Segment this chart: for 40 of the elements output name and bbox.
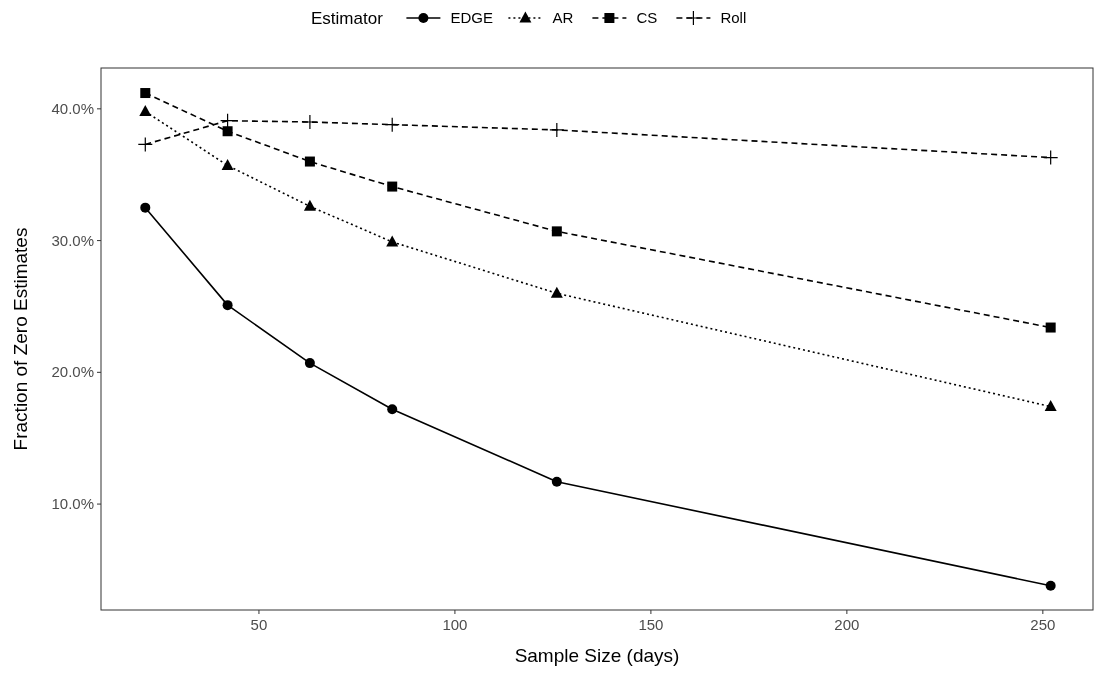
- point: [1044, 400, 1057, 412]
- point: [140, 88, 151, 99]
- point: [304, 156, 315, 167]
- point: [139, 104, 152, 116]
- point: [1043, 149, 1059, 166]
- point: [387, 404, 398, 415]
- point: [550, 286, 563, 298]
- legend-label: EDGE: [450, 9, 493, 26]
- point: [384, 117, 400, 133]
- legend-title: Estimator: [311, 9, 384, 28]
- y-axis-title: Fraction of Zero Estimates: [10, 227, 31, 451]
- point: [551, 226, 562, 237]
- point: [386, 235, 399, 247]
- point: [549, 122, 565, 138]
- point: [140, 202, 151, 213]
- x-tick-label: 150: [638, 616, 664, 633]
- point: [1045, 322, 1056, 333]
- point: [304, 358, 315, 369]
- x-tick-label: 50: [250, 616, 268, 633]
- point: [551, 476, 562, 487]
- x-tick-label: 200: [834, 616, 860, 633]
- x-tick-label: 250: [1030, 616, 1056, 633]
- point: [137, 136, 153, 153]
- point: [222, 300, 233, 311]
- y-tick-label: 20.0%: [51, 363, 94, 381]
- point: [303, 199, 316, 211]
- legend-label: Roll: [720, 9, 747, 26]
- x-axis-title: Sample Size (days): [514, 645, 680, 666]
- point: [1045, 580, 1056, 591]
- legend-label: CS: [636, 9, 658, 26]
- point: [221, 158, 234, 170]
- y-tick-label: 30.0%: [51, 231, 94, 249]
- y-tick-label: 40.0%: [51, 99, 94, 117]
- point: [387, 181, 398, 192]
- point: [220, 113, 236, 129]
- y-tick-label: 10.0%: [51, 495, 94, 513]
- point: [222, 126, 233, 137]
- point: [302, 114, 318, 130]
- x-tick-label: 100: [442, 616, 468, 633]
- legend-label: AR: [552, 9, 574, 26]
